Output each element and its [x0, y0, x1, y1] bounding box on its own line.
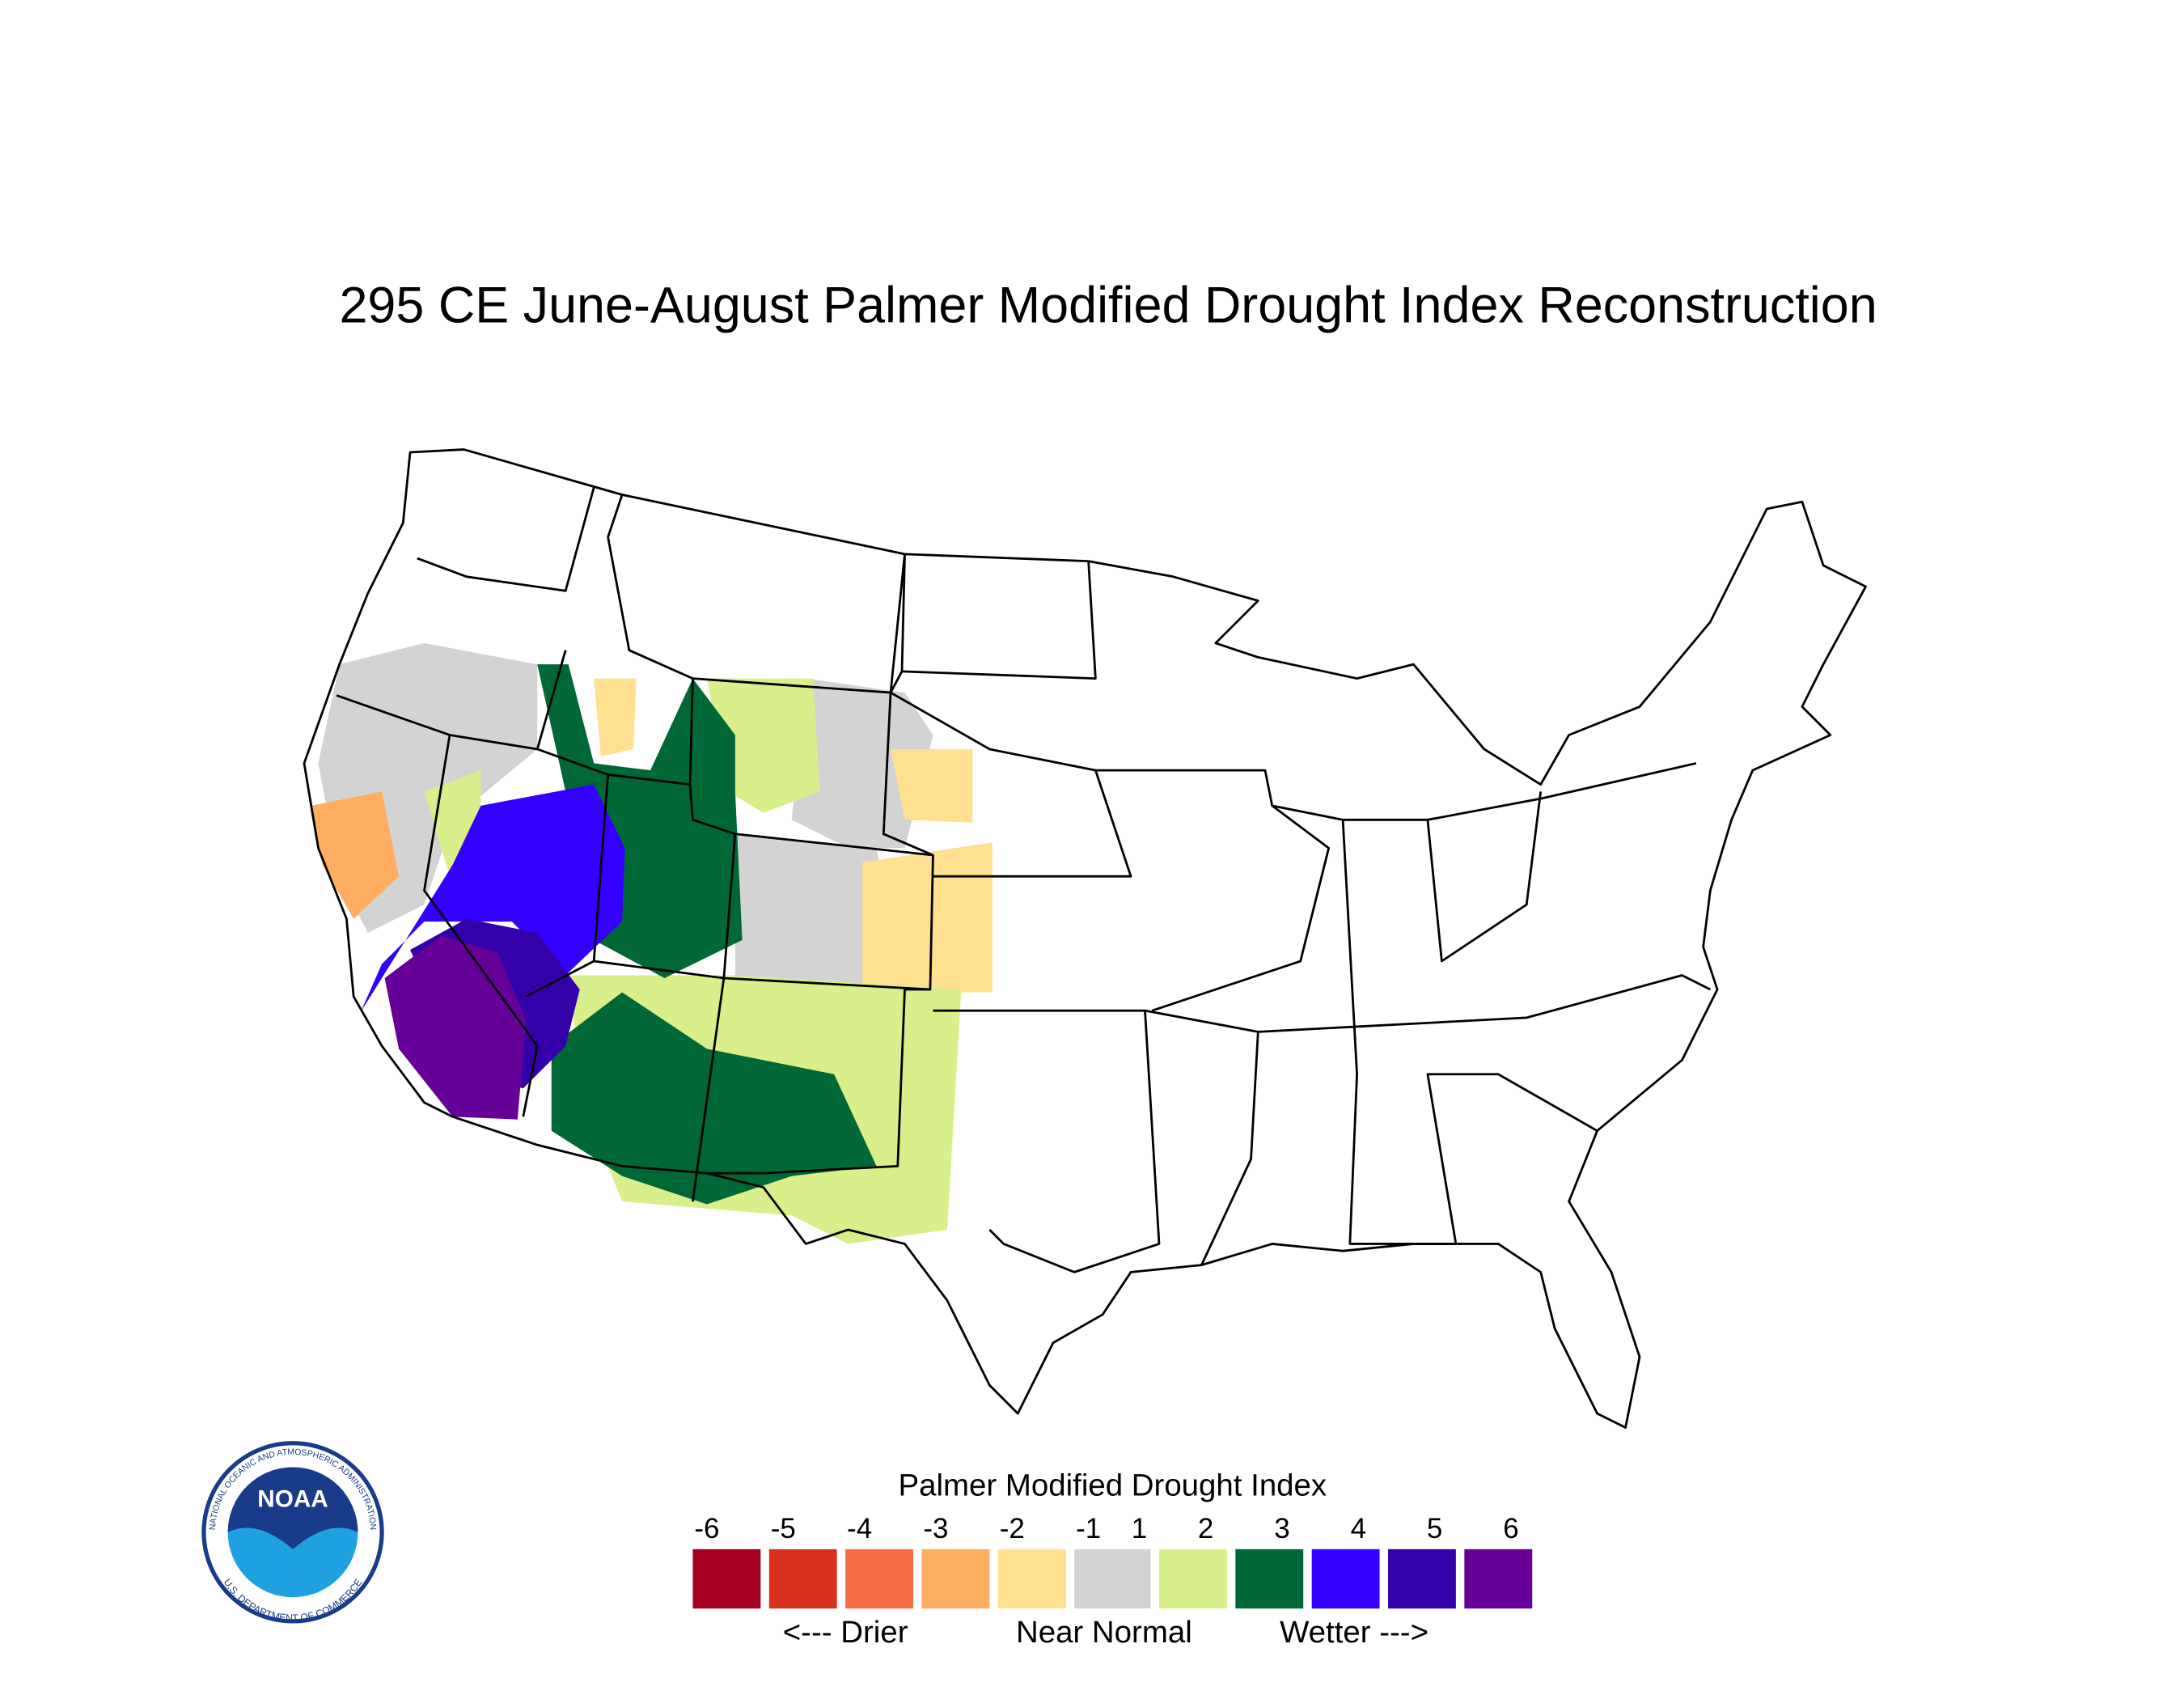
region [594, 678, 637, 756]
region [862, 842, 993, 993]
state-line [607, 494, 694, 785]
state-line [889, 671, 1132, 878]
legend: -6 -5 -4 -3 -2 -1 1 2 3 4 5 6 <--- Drier Near Normal W… [692, 1513, 1533, 1650]
state-line [692, 553, 906, 694]
legend-label: 1 [1132, 1513, 1147, 1544]
state-line [1272, 762, 1697, 821]
legend-swatch [845, 1549, 913, 1609]
legend-label: -4 [847, 1513, 872, 1544]
legend-swatch [1235, 1549, 1304, 1609]
state-line [1258, 974, 1711, 1033]
logo-top [227, 1467, 358, 1549]
legend-label: 6 [1503, 1513, 1518, 1544]
logo: NOAA NATIONAL OCEANIC AND ATMOSPHERIC AD… [201, 1441, 384, 1624]
state-line [593, 773, 737, 980]
state-line [933, 1009, 1161, 1273]
pmdi-field [311, 642, 993, 1244]
region [791, 678, 933, 849]
legend-swatch [768, 1549, 837, 1609]
legend-label: 2 [1198, 1513, 1213, 1544]
legend-swatch [1464, 1549, 1533, 1609]
legend-caption: Near Normal [1016, 1615, 1192, 1650]
region [891, 748, 973, 823]
legend-caption: <--- Drier [783, 1615, 908, 1650]
state-line [706, 988, 930, 1175]
legend-label: -2 [1000, 1513, 1025, 1544]
region [311, 791, 400, 919]
legend-swatch [1158, 1549, 1227, 1609]
region [360, 784, 625, 1012]
legend-label: 5 [1427, 1513, 1442, 1544]
legend-label: -6 [694, 1513, 719, 1544]
state-line [417, 487, 595, 592]
legend-caption: Wetter ---> [1280, 1615, 1428, 1650]
legend-swatch [997, 1549, 1066, 1609]
state-line [423, 735, 539, 1117]
logo-text: NOAA [257, 1485, 328, 1512]
legend-label: 4 [1351, 1513, 1366, 1544]
legend-label: -3 [923, 1513, 948, 1544]
state-line [882, 693, 934, 857]
legend-swatch [1311, 1549, 1380, 1609]
state-boundaries [303, 448, 1867, 1429]
state-line [336, 650, 567, 751]
legend-swatch [692, 1549, 761, 1609]
state-line [1426, 791, 1543, 963]
state-line [1145, 1009, 1259, 1266]
legend-swatch [921, 1549, 990, 1609]
state-line [900, 553, 1097, 680]
legend-title: Palmer Modified Drought Index [899, 1468, 1327, 1502]
legend-swatch [1388, 1549, 1456, 1609]
legend-label: 3 [1274, 1513, 1289, 1544]
us-outline [303, 448, 1867, 1429]
state-line [525, 748, 610, 998]
legend-label: -5 [771, 1513, 796, 1544]
state-line [1341, 820, 1598, 1245]
state-line [1095, 769, 1331, 1012]
legend-label: -1 [1076, 1513, 1101, 1544]
title: 295 CE June-August Palmer Modified Droug… [339, 277, 1877, 333]
region [551, 992, 877, 1205]
legend-swatch [1074, 1549, 1151, 1609]
